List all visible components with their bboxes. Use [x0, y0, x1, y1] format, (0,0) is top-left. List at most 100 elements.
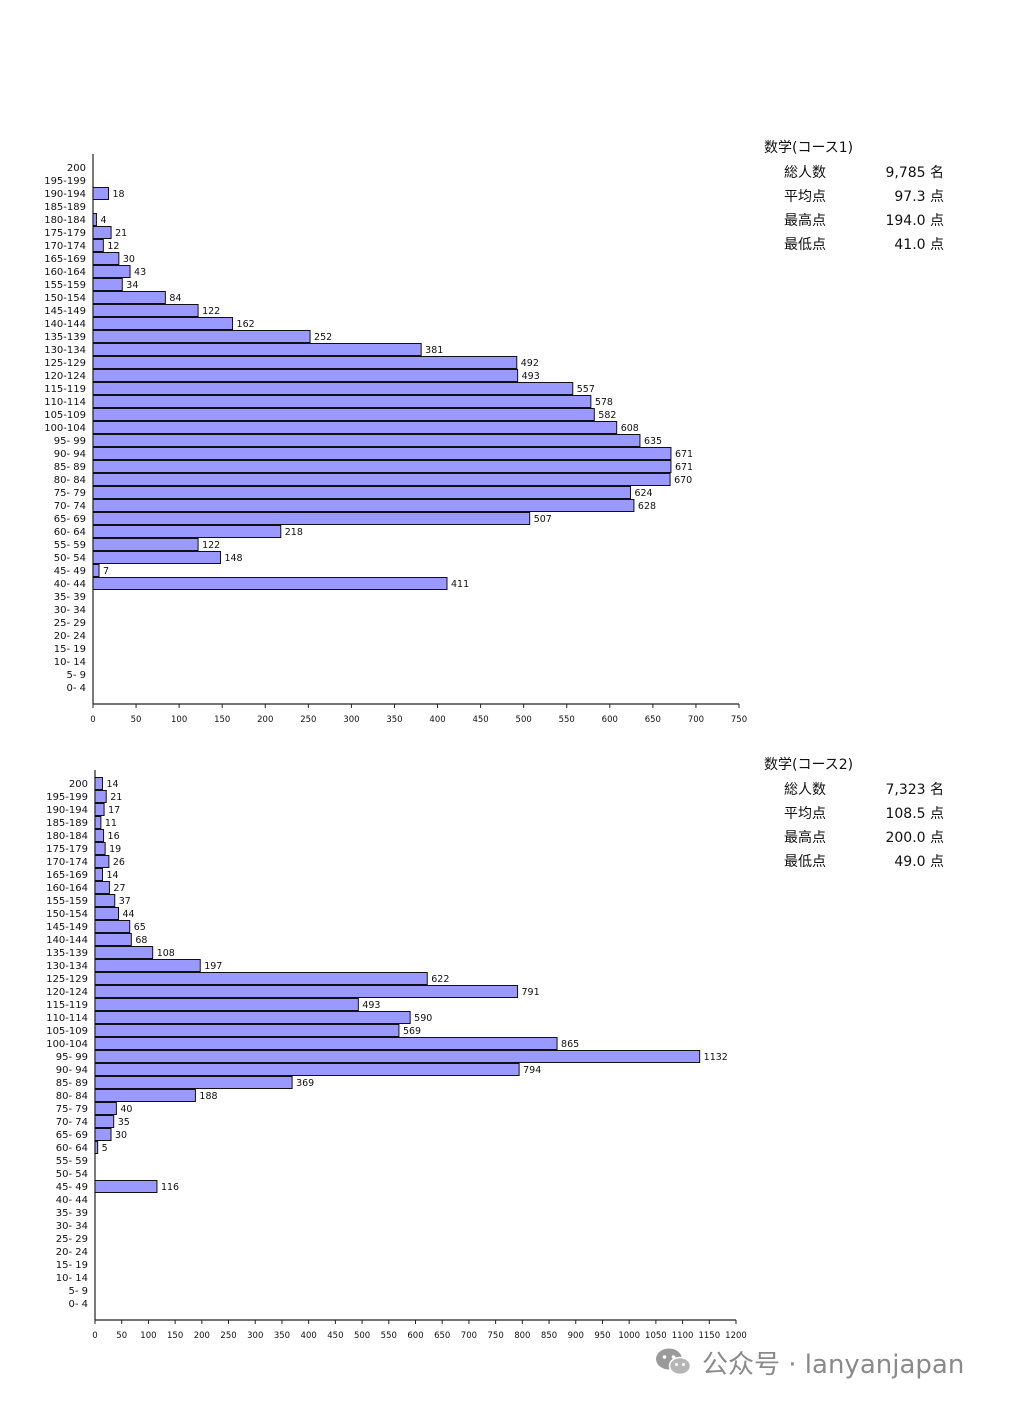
data-label: 65 [134, 922, 146, 933]
stats-label: 平均点 [784, 806, 826, 822]
data-label: 671 [675, 462, 693, 473]
data-label: 21 [115, 228, 127, 239]
y-tick-label: 105-109 [46, 1026, 88, 1037]
bar [94, 868, 103, 881]
stats-row-min: 最低点 41.0 点 [764, 234, 944, 258]
y-tick-label: 105-109 [44, 410, 86, 421]
data-label: 635 [644, 436, 662, 447]
data-label: 218 [285, 527, 303, 538]
y-tick-label: 195-199 [46, 792, 88, 803]
x-tick-label: 450 [327, 1331, 343, 1341]
data-label: 1132 [704, 1052, 728, 1063]
y-tick-label: 70- 74 [56, 1117, 88, 1128]
y-tick-label: 175-179 [44, 228, 86, 239]
bar [94, 1089, 196, 1102]
data-label: 628 [638, 501, 656, 512]
bar [92, 252, 120, 265]
y-tick-label: 15- 19 [56, 1260, 88, 1271]
x-tick-label: 100 [171, 715, 187, 725]
x-tick-label: 50 [116, 1331, 127, 1341]
y-tick-label: 120-124 [44, 371, 86, 382]
data-label: 4 [100, 215, 106, 226]
data-label: 21 [110, 792, 122, 803]
data-label: 68 [135, 935, 147, 946]
y-tick-label: 150-154 [46, 909, 88, 920]
bar [94, 1037, 558, 1050]
data-label: 30 [115, 1130, 127, 1141]
x-tick-label: 800 [514, 1331, 530, 1341]
data-label: 122 [202, 306, 220, 317]
y-tick-label: 15- 19 [54, 644, 86, 655]
y-tick-label: 180-184 [46, 831, 88, 842]
x-tick-label: 200 [194, 1331, 210, 1341]
data-label: 411 [451, 579, 469, 590]
y-tick-label: 185-189 [44, 202, 86, 213]
bar [92, 291, 166, 304]
y-tick-label: 145-149 [46, 922, 88, 933]
data-label: 381 [425, 345, 443, 356]
data-label: 14 [106, 870, 118, 881]
bar [92, 369, 519, 382]
bar [94, 777, 103, 790]
y-tick-label: 115-119 [46, 1000, 88, 1011]
x-tick-label: 100 [140, 1331, 156, 1341]
bar [94, 920, 131, 933]
y-tick-label: 125-129 [46, 974, 88, 985]
x-tick-label: 600 [407, 1331, 423, 1341]
bar [92, 304, 199, 317]
stats-label: 総人数 [784, 782, 826, 798]
data-label: 162 [237, 319, 255, 330]
watermark-text: 公众号 · lanyanjapan [702, 1349, 965, 1380]
data-label: 492 [521, 358, 539, 369]
bar [92, 265, 131, 278]
stats-row-min: 最低点 49.0 点 [764, 851, 944, 875]
y-tick-label: 100-104 [44, 423, 86, 434]
data-label: 791 [522, 987, 540, 998]
bar [92, 213, 97, 226]
data-label: 578 [595, 397, 613, 408]
bar [92, 356, 518, 369]
wechat-icon [656, 1348, 692, 1376]
y-tick-label: 0- 4 [68, 1299, 88, 1310]
data-label: 188 [199, 1091, 217, 1102]
data-label: 116 [161, 1182, 179, 1193]
y-tick-label: 40- 44 [56, 1195, 88, 1206]
histogram-course-1: 200 195-199 190-194 18 185-189 180-184 4 175-17… [44, 154, 747, 725]
data-label: 17 [108, 805, 120, 816]
x-tick-label: 300 [247, 1331, 263, 1341]
bar [94, 933, 132, 946]
bar [92, 343, 422, 356]
data-label: 12 [107, 241, 119, 252]
y-tick-label: 100-104 [46, 1039, 88, 1050]
y-tick-label: 165-169 [44, 254, 86, 265]
bar [94, 1050, 701, 1063]
bar [94, 972, 428, 985]
bar [94, 1011, 411, 1024]
stats-panel-course-1: 数学(コース1) 総人数 9,785 名 平均点 97.3 点 最高点 194.… [764, 138, 944, 258]
bar [94, 894, 116, 907]
bar [92, 239, 104, 252]
bar [94, 842, 106, 855]
bar [94, 985, 519, 998]
x-tick-label: 200 [257, 715, 273, 725]
x-tick-label: 950 [594, 1331, 610, 1341]
stats-row-total: 総人数 7,323 名 [764, 779, 944, 803]
stats-value: 9,785 名 [885, 165, 944, 181]
x-tick-label: 700 [688, 715, 704, 725]
y-tick-label: 80- 84 [54, 475, 86, 486]
y-tick-label: 85- 89 [54, 462, 86, 473]
stats-value: 194.0 点 [885, 213, 944, 229]
data-label: 44 [123, 909, 135, 920]
y-tick-label: 125-129 [44, 358, 86, 369]
stats-row-average: 平均点 108.5 点 [764, 803, 944, 827]
y-tick-label: 80- 84 [56, 1091, 88, 1102]
bar [94, 1063, 520, 1076]
y-tick-label: 10- 14 [56, 1273, 88, 1284]
bar [94, 1115, 115, 1128]
y-tick-label: 25- 29 [56, 1234, 88, 1245]
stats-label: 最高点 [784, 830, 826, 846]
y-tick-label: 155-159 [46, 896, 88, 907]
y-tick-label: 155-159 [44, 280, 86, 291]
x-tick-label: 600 [602, 715, 618, 725]
stats-label: 総人数 [784, 165, 826, 181]
